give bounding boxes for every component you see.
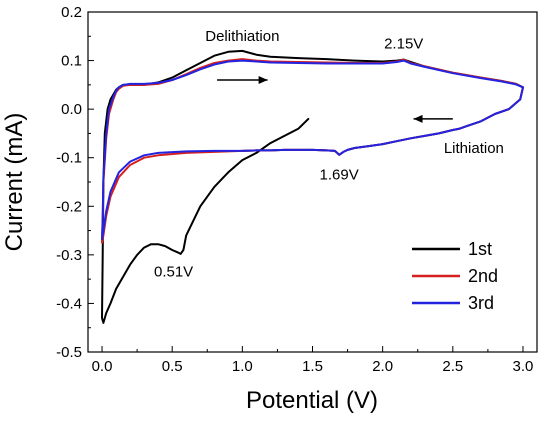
arrow-layer xyxy=(217,76,453,123)
x-tick-labels: 0.0 0.5 1.0 1.5 2.0 2.5 3.0 xyxy=(92,358,534,375)
x-tick-label: 1.5 xyxy=(302,358,323,375)
y-tick-labels: 0.2 0.1 0.0 -0.1 -0.2 -0.3 -0.4 -0.5 xyxy=(56,4,82,361)
legend: 1st 2nd 3rd xyxy=(412,239,498,313)
y-tick-label: 0.1 xyxy=(61,53,82,70)
legend-label: 1st xyxy=(468,239,492,259)
annotation-label: 0.51V xyxy=(154,264,193,281)
y-tick-label: 0.0 xyxy=(61,101,82,118)
series-layer xyxy=(101,49,524,324)
y-tick-label: 0.2 xyxy=(61,4,82,21)
y-tick-label: -0.1 xyxy=(56,150,82,167)
x-tick-label: 1.0 xyxy=(232,358,253,375)
annotation-label: Lithiation xyxy=(444,140,504,157)
y-tick-label: -0.2 xyxy=(56,198,82,215)
legend-label: 2nd xyxy=(468,266,498,286)
legend-label: 3rd xyxy=(468,293,494,313)
y-tick-label: -0.3 xyxy=(56,247,82,264)
x-tick-label: 0.0 xyxy=(92,358,113,375)
y-tick-label: -0.4 xyxy=(56,295,82,312)
annotation-label: 2.15V xyxy=(384,35,423,52)
arrow-right-head xyxy=(258,76,268,84)
arrow-left-head xyxy=(413,114,423,123)
series-line-1st xyxy=(101,49,524,324)
x-axis-title: Potential (V) xyxy=(246,387,378,414)
annotation-label: Delithiation xyxy=(205,28,279,45)
axis-ticks xyxy=(88,11,524,353)
x-tick-label: 3.0 xyxy=(513,358,534,375)
x-tick-label: 2.5 xyxy=(442,358,463,375)
y-tick-label: -0.5 xyxy=(56,344,82,361)
y-axis-title: Current (mA) xyxy=(1,113,28,252)
annotation-label: 1.69V xyxy=(320,167,359,184)
series-line-3rd xyxy=(101,59,524,241)
x-tick-label: 0.5 xyxy=(162,358,183,375)
annotation-layer: Delithiation 2.15V Lithiation 1.69V 0.51V xyxy=(154,28,504,281)
x-tick-label: 2.0 xyxy=(372,358,393,375)
